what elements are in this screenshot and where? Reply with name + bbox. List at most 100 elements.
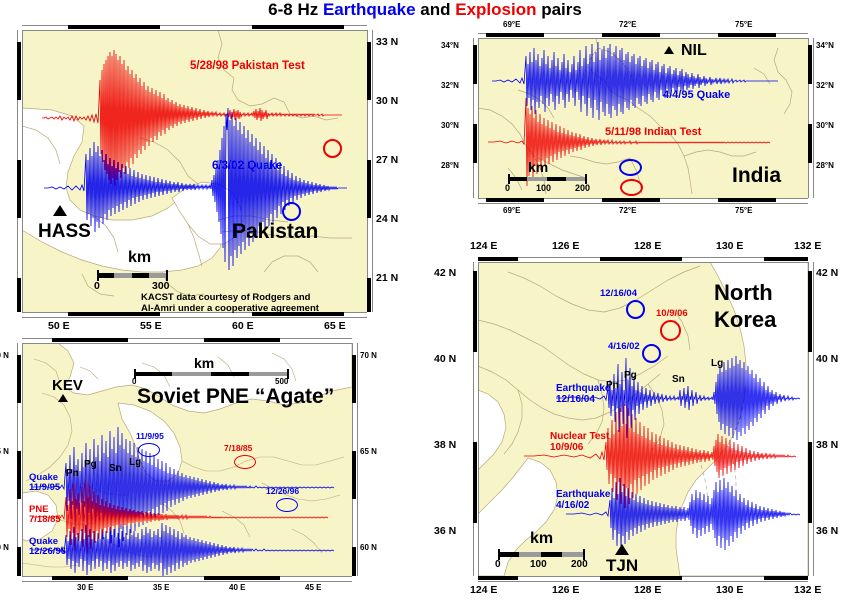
soviet-phase-lg: Lg <box>129 457 142 468</box>
india-ytick-left-1: 32°N <box>441 81 459 90</box>
panel-india: 69°E 72°E 75°E 69°E 72°E 75°E 34°N 32°N … <box>441 20 834 215</box>
india-xtick-bot-2: 75°E <box>735 206 753 215</box>
northkorea-trace-label-1: Earthquake 12/16/04 <box>556 383 611 405</box>
panel-soviet: 70 N 65 N 60 N 70 N 65 N 60 N 30 E 35 E … <box>0 338 377 592</box>
pakistan-scalebar-title: km <box>128 249 152 266</box>
india-scalebar-tick-2: 200 <box>575 183 591 193</box>
northkorea-xtick-bot-0: 124 E <box>470 584 498 596</box>
northkorea-trace-1-title: Earthquake <box>556 383 611 394</box>
northkorea-region-label-line1: North <box>714 280 773 305</box>
northkorea-trace-2-date: 10/9/06 <box>550 441 584 453</box>
soviet-marker-label-2: 7/18/85 <box>224 443 253 453</box>
india-explosion-marker <box>620 179 643 196</box>
northkorea-ytick-right-2: 38 N <box>816 439 839 451</box>
soviet-trace-1-title: Quake <box>29 472 59 483</box>
northkorea-xtick-bot-1: 126 E <box>552 584 580 596</box>
title-part-pairs: pairs <box>536 0 582 19</box>
northkorea-station-marker-icon <box>615 544 629 555</box>
soviet-trace-label-1: Quake 11/9/95 <box>29 473 60 493</box>
soviet-trace-3-date: 12/26/96 <box>29 545 66 557</box>
india-station-marker-icon <box>664 46 674 54</box>
soviet-map <box>22 343 352 576</box>
india-xtick-top-2: 75°E <box>735 20 753 29</box>
title-part-hz: 6-8 Hz <box>268 0 323 19</box>
pakistan-ytick-0: 33 N <box>376 36 399 48</box>
india-ytick-right-2: 30°N <box>816 121 834 130</box>
northkorea-ytick-left-2: 38 N <box>434 439 457 451</box>
india-xtick-top-0: 69°E <box>503 20 521 29</box>
title-part-earthquake: Earthquake <box>322 0 416 19</box>
northkorea-phase-lg: Lg <box>711 358 724 369</box>
pakistan-scalebar-tick-1: 300 <box>152 280 170 292</box>
soviet-ytick-left-2: 60 N <box>0 543 9 552</box>
soviet-trace-label-2: PNE 7/18/85 <box>29 505 61 525</box>
pakistan-ytick-1: 30 N <box>376 95 399 107</box>
northkorea-trace-3-title: Earthquake <box>556 489 611 500</box>
soviet-scalebar-tick-0: 0 <box>132 377 137 386</box>
waveform-nk-test <box>524 403 797 509</box>
soviet-xtick-2: 40 E <box>229 583 246 592</box>
soviet-xtick-1: 35 E <box>153 583 170 592</box>
pakistan-region-label: Pakistan <box>232 220 319 243</box>
northkorea-ytick-right-0: 42 N <box>816 267 839 279</box>
soviet-xtick-3: 45 E <box>305 583 322 592</box>
northkorea-scalebar-title: km <box>530 530 554 547</box>
india-xtick-bot-0: 69°E <box>503 206 521 215</box>
pakistan-geography <box>22 30 352 297</box>
northkorea-phase-sn: Sn <box>672 374 685 385</box>
soviet-trace-1-date: 11/9/95 <box>29 481 61 493</box>
northkorea-scalebar-tick-2: 200 <box>571 559 588 570</box>
northkorea-xtick-top-4: 132 E <box>794 240 822 252</box>
india-ytick-left-3: 28°N <box>441 161 459 170</box>
soviet-ytick-left-1: 65 N <box>0 447 9 456</box>
waveform-nk-quake2 <box>566 477 801 551</box>
northkorea-scalebar-tick-0: 0 <box>495 559 501 570</box>
india-ytick-left-0: 34°N <box>441 41 459 50</box>
pakistan-earthquake-marker <box>282 202 301 221</box>
soviet-station-label: KEV <box>52 377 83 394</box>
pakistan-xtick-2: 60 E <box>232 320 254 332</box>
pakistan-station-label: HASS <box>38 221 91 242</box>
northkorea-trace-label-3: Earthquake 4/16/02 <box>556 489 611 511</box>
northkorea-geography <box>478 262 808 576</box>
india-xtick-top-1: 72°E <box>619 20 637 29</box>
pakistan-credit-line-1: KACST data courtesy of Rodgers and <box>141 292 311 303</box>
soviet-trace-label-3: Quake 12/26/96 <box>29 537 66 557</box>
northkorea-station-label: TJN <box>606 556 639 575</box>
soviet-xtick-0: 30 E <box>77 583 94 592</box>
soviet-earthquake-marker-2 <box>276 498 298 512</box>
india-ytick-right-1: 32°N <box>816 81 834 90</box>
northkorea-marker-label-1: 12/16/04 <box>600 288 637 299</box>
northkorea-marker-label-2: 10/9/06 <box>656 308 688 319</box>
waveform-soviet-pne <box>32 478 329 556</box>
pakistan-credit-line-2: Al-Amri under a cooperative agreement <box>141 303 319 314</box>
india-station-label: NIL <box>681 42 707 59</box>
india-trace-label-test: 5/11/98 Indian Test <box>605 126 702 138</box>
northkorea-ytick-left-1: 40 N <box>434 353 457 365</box>
soviet-ytick-left-0: 70 N <box>0 351 9 360</box>
pakistan-station-marker-icon <box>53 205 67 216</box>
pakistan-xtick-1: 55 E <box>140 320 162 332</box>
soviet-phase-sn: Sn <box>109 463 122 474</box>
india-xtick-bot-1: 72°E <box>619 206 637 215</box>
northkorea-ytick-right-1: 40 N <box>816 353 839 365</box>
soviet-ytick-right-1: 65 N <box>360 447 377 456</box>
northkorea-ytick-left-3: 36 N <box>434 525 457 537</box>
northkorea-region-label-line2: Korea <box>714 307 777 332</box>
northkorea-scalebar <box>498 549 585 560</box>
india-scalebar-tick-1: 100 <box>536 183 552 193</box>
pakistan-explosion-marker <box>323 139 342 158</box>
northkorea-xtick-top-3: 130 E <box>716 240 744 252</box>
northkorea-phase-pn: Pn <box>606 380 619 391</box>
northkorea-ytick-right-3: 36 N <box>816 525 839 537</box>
soviet-earthquake-marker-1 <box>138 443 160 457</box>
pakistan-xtick-3: 65 E <box>324 320 346 332</box>
india-region-label: India <box>732 164 782 187</box>
soviet-phase-pn: Pn <box>66 468 79 479</box>
soviet-trace-2-title: PNE <box>29 504 49 515</box>
waveform-india-quake <box>492 41 778 121</box>
pakistan-map <box>22 30 367 312</box>
soviet-station-marker-icon <box>58 394 68 402</box>
soviet-trace-3-title: Quake <box>29 536 59 547</box>
soviet-region-label: Soviet PNE “Agate” <box>137 385 335 408</box>
